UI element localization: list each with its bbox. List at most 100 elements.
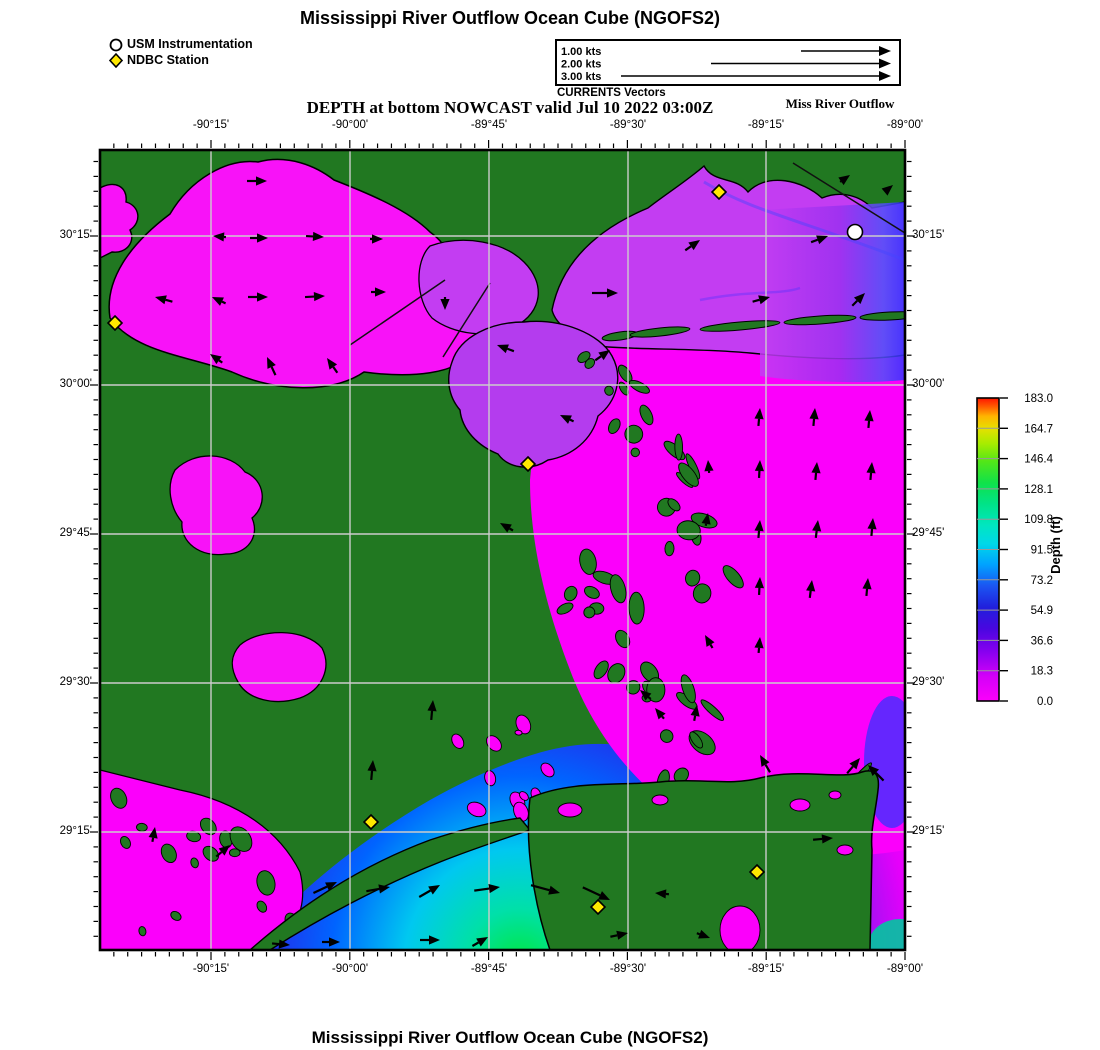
colorbar-tick-label: 36.6: [1031, 635, 1053, 647]
current-vector-arrow: [868, 765, 880, 777]
current-vector-shaft: [508, 527, 514, 532]
current-vector-arrow: [500, 523, 512, 533]
vector-legend-box: 1.00 kts 2.00 kts 3.00 kts: [555, 39, 901, 86]
current-vector-shaft: [851, 300, 858, 307]
current-vector-arrow: [256, 176, 267, 186]
y-axis-label-left: 29°15': [59, 825, 92, 837]
current-vector-shaft: [610, 934, 618, 938]
x-axis-label-top: -90°00': [331, 119, 369, 131]
y-axis-label-right: 29°30': [912, 676, 945, 688]
footer-title: Mississippi River Outflow Ocean Cube (NG…: [311, 1028, 709, 1047]
current-vector-arrow: [476, 937, 488, 947]
current-vector-shaft: [752, 298, 760, 303]
marsh-island: [680, 674, 696, 704]
usm-circle-icon: [109, 38, 123, 52]
current-vector-arrow: [212, 297, 224, 306]
delta-bay: [836, 844, 854, 856]
colorbar-tick-label: 54.9: [1031, 605, 1053, 617]
current-vector-shaft: [661, 715, 665, 720]
current-vector-shaft: [869, 472, 873, 481]
y-axis-label-left: 29°30': [59, 676, 92, 688]
current-vector-shaft: [151, 837, 155, 842]
marsh-pond: [514, 729, 523, 736]
colorbar-tick-label: 183.0: [1024, 393, 1053, 405]
region-label: Miss River Outflow: [785, 96, 895, 111]
current-vector-arrow: [867, 518, 877, 530]
marsh-island: [583, 606, 596, 619]
legend-row-usm: USM Instrumentation: [108, 36, 253, 52]
lake-maurepas-water: [100, 183, 139, 259]
x-axis-label-top: -90°15': [192, 119, 230, 131]
current-vector-arrow: [210, 354, 222, 365]
current-vector-arrow: [698, 929, 710, 939]
marsh-island: [256, 870, 276, 896]
marsh-island: [556, 602, 574, 615]
y-axis-label-right: 30°00': [912, 378, 945, 390]
delta-bay: [789, 798, 811, 812]
delta-bay: [651, 794, 669, 806]
delta-bay: [828, 790, 842, 800]
current-vector-shaft: [474, 887, 490, 892]
current-vector-arrow: [812, 520, 822, 532]
vector-scale-arrowhead: [879, 58, 891, 69]
current-vector-shaft: [709, 643, 714, 649]
current-vector-shaft: [366, 887, 380, 893]
current-vector-shaft: [430, 710, 434, 721]
current-vector-shaft: [418, 889, 432, 898]
current-vector-shaft: [684, 245, 692, 252]
marsh-island: [608, 418, 621, 434]
y-axis-label-right: 29°45': [912, 527, 945, 539]
x-axis-label-top: -89°30': [609, 119, 647, 131]
x-axis-label-bottom: -89°00': [886, 963, 924, 975]
bridge-line: [792, 162, 905, 234]
colorbar-tick-label: 128.1: [1024, 484, 1053, 496]
x-axis-label-top: -89°00': [886, 119, 924, 131]
current-vector-arrow: [754, 577, 765, 589]
marsh-island: [190, 857, 199, 869]
y-axis-label-left: 30°15': [59, 229, 92, 241]
marsh-pond: [451, 733, 465, 749]
marsh-island: [120, 836, 131, 849]
current-vector-arrow: [598, 350, 610, 361]
barrier-island: [699, 320, 781, 332]
current-vector-shaft: [757, 418, 761, 427]
ndbc-diamond-icon: [748, 863, 766, 881]
current-vector-shaft: [270, 366, 277, 376]
current-vector-shaft: [271, 942, 280, 946]
current-vector-arrow: [325, 882, 337, 891]
x-axis-label-bottom: -89°45': [470, 963, 508, 975]
barrier-island: [783, 314, 857, 326]
marsh-island: [256, 900, 268, 913]
marsh-island: [228, 848, 241, 858]
x-axis-label-bottom: -89°15': [747, 963, 785, 975]
marsh-pond: [515, 714, 532, 735]
marsh-island: [630, 447, 640, 458]
current-vector-arrow: [367, 760, 377, 772]
marsh-island: [160, 843, 177, 864]
ndbc-diamond-icon: [519, 455, 537, 473]
lake-borgne-water: [448, 320, 619, 468]
colorbar-tick-label: 164.7: [1024, 423, 1053, 435]
legend-label-ndbc: NDBC Station: [127, 53, 209, 67]
current-vector-shaft: [814, 530, 818, 538]
marker-legend: USM Instrumentation NDBC Station: [108, 36, 253, 68]
current-vector-arrow: [257, 292, 268, 302]
current-vector-shaft: [312, 885, 328, 894]
x-axis-label-bottom: -89°30': [609, 963, 647, 975]
inland-lake-west: [169, 455, 263, 556]
vector-scale-label: 3.00 kts: [561, 71, 601, 83]
legend-label-usm: USM Instrumentation: [127, 37, 253, 51]
current-vector-arrow: [640, 690, 652, 701]
current-vector-arrow: [816, 235, 828, 245]
current-vector-shaft: [647, 696, 652, 700]
marsh-pond: [518, 791, 529, 801]
barrier-spit: [248, 817, 532, 950]
current-vector-shaft: [846, 765, 854, 775]
current-vector-shaft: [875, 772, 885, 782]
marsh-island: [628, 591, 645, 625]
current-vector-arrow: [213, 232, 225, 242]
marsh-island: [563, 585, 578, 602]
marsh-island: [722, 565, 744, 589]
